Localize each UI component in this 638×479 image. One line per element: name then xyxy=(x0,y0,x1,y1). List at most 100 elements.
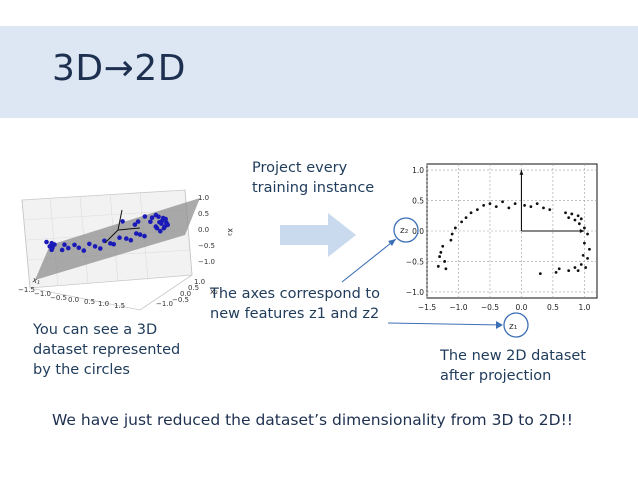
y-tick: 0.0 xyxy=(180,290,191,298)
x-tick-label: −1.0 xyxy=(449,303,467,312)
3d-x-ticks: −1.5 −1.0 −0.5 0.0 0.5 1.0 1.5 x₁ xyxy=(18,275,125,310)
x-tick: 0.5 xyxy=(84,298,95,306)
y-tick-label: −1.0 xyxy=(406,288,424,297)
z-axis-label: x₃ xyxy=(226,228,235,236)
axis-arrows xyxy=(519,170,585,233)
3d-point xyxy=(157,219,162,225)
x-tick: 1.5 xyxy=(114,302,125,310)
x-tick: −0.5 xyxy=(50,294,67,302)
y-tick: 1.0 xyxy=(194,278,205,286)
3d-point xyxy=(135,219,141,224)
scatter-point xyxy=(460,220,464,224)
scatter-point xyxy=(567,269,571,272)
3d-y-ticks: 1.0 0.5 0.0 −0.5 −1.0 x₂ xyxy=(156,278,218,308)
3d-point xyxy=(163,216,168,222)
scatter-point xyxy=(583,226,586,230)
x-axis-label: x₁ xyxy=(31,275,41,286)
x-tick-label: 1.0 xyxy=(578,303,590,312)
3d-point xyxy=(123,236,129,241)
scatter-point xyxy=(453,226,457,230)
y-tick-label: 1.0 xyxy=(412,166,424,175)
scatter-point xyxy=(475,208,479,212)
z-tick: −1.0 xyxy=(198,258,215,266)
scatter-point xyxy=(584,266,588,269)
z-tick: 1.0 xyxy=(198,194,209,202)
3d-points xyxy=(44,212,170,253)
scatter-point xyxy=(564,211,567,215)
scatter-point xyxy=(538,272,542,276)
scatter-point xyxy=(443,260,447,263)
z-tick: 0.5 xyxy=(198,210,209,218)
x-tick: 0.0 xyxy=(68,296,79,304)
3d-point xyxy=(142,233,147,239)
y-tick-label: 0.5 xyxy=(412,197,424,206)
3d-point xyxy=(165,222,170,228)
3d-point xyxy=(137,232,143,237)
scatter-point xyxy=(586,257,589,260)
3d-point xyxy=(154,225,160,231)
scatter-point xyxy=(579,217,583,221)
scatter-point xyxy=(523,204,526,207)
scatter-point xyxy=(494,205,498,209)
scatter-point xyxy=(554,271,558,274)
3d-point xyxy=(148,219,153,225)
3d-point xyxy=(132,222,138,227)
3d-point xyxy=(117,235,122,240)
scatter-point xyxy=(579,263,583,266)
scatter-point xyxy=(576,269,580,272)
y-axis-label: x₂ xyxy=(210,287,218,296)
3d-point xyxy=(158,228,163,234)
3d-point xyxy=(49,247,54,253)
summary-text: We have just reduced the dataset’s dimen… xyxy=(52,411,574,429)
z1-axis-label: z₁ xyxy=(509,322,518,332)
scatter-point xyxy=(469,211,473,215)
scatter-point xyxy=(581,253,585,257)
scatter-point xyxy=(488,202,492,205)
scatter-point xyxy=(567,216,571,219)
3d-z-ticks: 1.0 0.5 0.0 −0.5 −1.0 x₃ xyxy=(198,194,235,266)
scatter-point xyxy=(441,244,445,248)
scatter-point xyxy=(439,250,443,254)
y-tick: −1.0 xyxy=(156,300,173,308)
3d-point xyxy=(128,237,134,243)
y-tick-label: 0.0 xyxy=(412,227,424,236)
3d-dataset-figure: 1.0 0.5 0.0 −0.5 −1.0 x₃ 1.0 0.5 0.0 −0.… xyxy=(18,189,235,311)
scatter-point xyxy=(557,267,561,271)
scatter-point xyxy=(450,232,454,236)
scatter-point xyxy=(577,222,581,226)
3d-point xyxy=(87,241,92,247)
x-tick-label: −1.5 xyxy=(418,303,436,312)
x-tick-labels: −1.5 −1.0 −0.5 0.0 0.5 1.0 xyxy=(418,303,591,312)
scatter-point xyxy=(507,206,511,210)
y-tick: −0.5 xyxy=(172,296,189,304)
arrowhead xyxy=(579,229,585,233)
3d-point xyxy=(156,214,161,220)
caption-axes: The axes correspond to new features z1 a… xyxy=(210,286,380,322)
3d-axis-arrows xyxy=(104,209,141,244)
3d-point xyxy=(142,214,148,219)
caption-2d-dataset: The new 2D dataset after projection xyxy=(440,348,586,384)
scatter-point xyxy=(573,218,577,222)
caption-3d-dataset: You can see a 3D dataset represented by … xyxy=(33,322,181,378)
pointer-arrowhead-z1 xyxy=(496,321,503,329)
3d-point xyxy=(62,242,67,247)
scatter-point xyxy=(542,206,545,210)
x-tick: 1.0 xyxy=(98,300,109,308)
3d-point xyxy=(76,245,82,251)
3d-point xyxy=(59,247,65,253)
3d-point xyxy=(98,246,103,251)
3d-point xyxy=(72,242,77,248)
x-tick-label: 0.0 xyxy=(515,303,527,312)
title-band xyxy=(0,26,638,118)
scatter-point xyxy=(535,202,539,205)
caption-project: Project every training instance xyxy=(252,160,375,196)
x-tick: −1.5 xyxy=(18,286,35,294)
scatter-point xyxy=(588,247,591,251)
y-tick-label: −0.5 xyxy=(406,257,424,266)
scatter-point xyxy=(444,267,448,271)
z-tick: −0.5 xyxy=(198,242,215,250)
arrowhead xyxy=(519,170,524,175)
y-tick-labels: 1.0 0.5 0.0 −0.5 −1.0 xyxy=(406,166,424,297)
y-tick: 0.5 xyxy=(188,284,199,292)
x-tick: −1.0 xyxy=(34,290,51,298)
